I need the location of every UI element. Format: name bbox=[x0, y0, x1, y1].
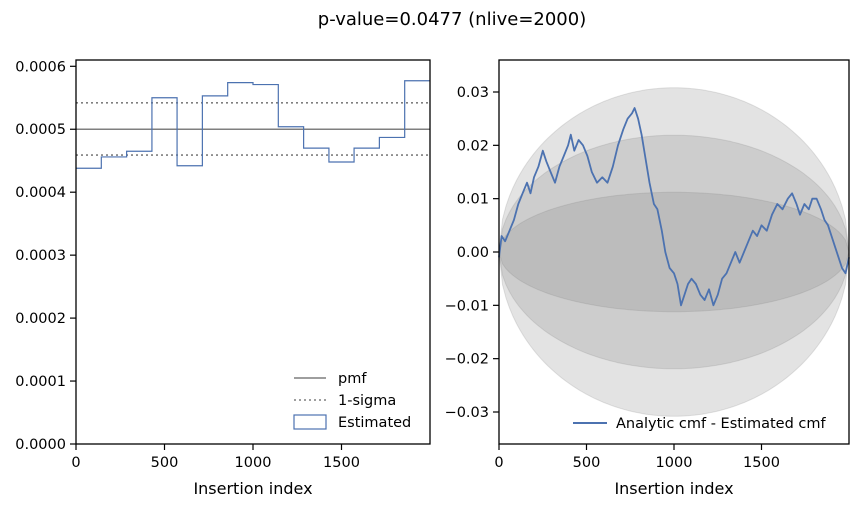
right-y-tick-label: 0.00 bbox=[457, 245, 489, 261]
left-y-tick-label: 0.0003 bbox=[15, 248, 66, 264]
right-y-tick-label: 0.03 bbox=[457, 85, 489, 101]
left-y-tick-label: 0.0004 bbox=[15, 185, 66, 201]
left-x-tick-label: 0 bbox=[71, 455, 80, 471]
left-x-tick-label: 1500 bbox=[323, 455, 360, 471]
left-plot-area bbox=[76, 80, 430, 169]
right-x-tick-label: 1000 bbox=[656, 455, 693, 471]
left-x-ticks: 0 500 1000 1500 bbox=[71, 444, 360, 471]
left-axes-frame bbox=[75, 59, 431, 445]
legend-pmf-label: pmf bbox=[338, 371, 367, 387]
right-x-tick-label: 0 bbox=[494, 455, 503, 471]
estimated-histogram bbox=[76, 80, 430, 169]
left-x-axis-label: Insertion index bbox=[193, 479, 312, 498]
legend-estimated-swatch bbox=[293, 414, 327, 430]
left-y-tick-label: 0.0001 bbox=[15, 374, 66, 390]
band-1-sigma bbox=[498, 191, 850, 313]
legend-sigma-label: 1-sigma bbox=[338, 393, 396, 409]
legend-cmf-label: Analytic cmf - Estimated cmf bbox=[616, 416, 827, 432]
right-y-tick-label: −0.02 bbox=[445, 352, 489, 368]
panel-cmf: 0 500 1000 1500 −0.03 −0.02 −0.01 0.00 0.01 0.02… bbox=[445, 59, 850, 498]
right-y-tick-label: −0.03 bbox=[445, 405, 489, 421]
panel-pmf: 0 500 1000 1500 0.00000.00010.00020.00030.0… bbox=[15, 59, 431, 498]
right-legend: Analytic cmf - Estimated cmf bbox=[573, 416, 827, 432]
left-y-tick-label: 0.0005 bbox=[15, 122, 66, 138]
right-x-axis-label: Insertion index bbox=[614, 479, 733, 498]
legend-estimated-label: Estimated bbox=[338, 415, 411, 431]
left-y-tick-label: 0.0000 bbox=[15, 437, 66, 453]
left-x-tick-label: 500 bbox=[151, 455, 179, 471]
right-y-tick-label: 0.01 bbox=[457, 192, 489, 208]
right-plot-area bbox=[498, 87, 850, 417]
cmf-difference-line bbox=[498, 107, 850, 307]
left-y-tick-label: 0.0002 bbox=[15, 311, 66, 327]
right-y-tick-label: −0.01 bbox=[445, 298, 489, 314]
figure-title: p-value=0.0477 (nlive=2000) bbox=[318, 9, 586, 30]
left-legend: pmf 1-sigma Estimated bbox=[293, 371, 411, 431]
left-y-tick-label: 0.0006 bbox=[15, 59, 66, 75]
left-y-ticks: 0.0000 0.0001 0.0002 0.0003 0.0004 0.0005 0.00… bbox=[15, 59, 76, 453]
right-y-ticks: −0.03 −0.02 −0.01 0.00 0.01 0.02 0.03 bbox=[445, 85, 499, 421]
right-x-ticks: 0 500 1000 1500 bbox=[494, 444, 780, 471]
right-x-tick-label: 1500 bbox=[743, 455, 780, 471]
right-y-tick-label: 0.02 bbox=[457, 138, 489, 154]
right-x-tick-label: 500 bbox=[573, 455, 601, 471]
left-x-tick-label: 1000 bbox=[235, 455, 272, 471]
